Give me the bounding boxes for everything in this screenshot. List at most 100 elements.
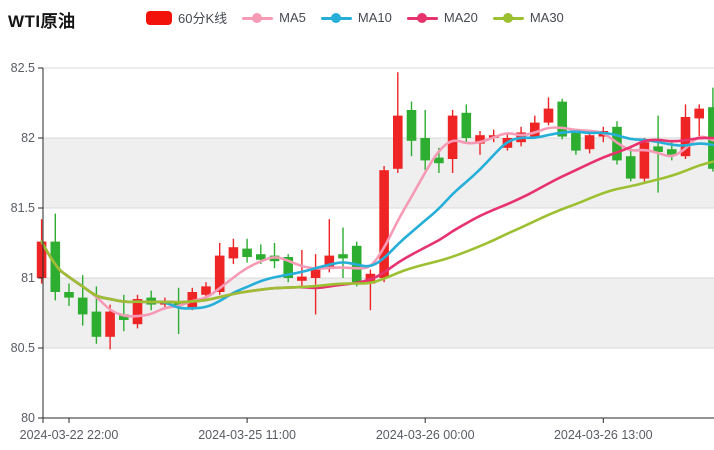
candle-body xyxy=(393,115,403,169)
candle[interactable] xyxy=(543,97,554,126)
candle-body xyxy=(420,138,430,161)
page-title: WTI原油 xyxy=(8,12,76,31)
x-axis-label: 2024-03-22 22:00 xyxy=(20,428,119,442)
candle-body xyxy=(283,257,293,278)
candle-body xyxy=(105,311,115,337)
candle-body xyxy=(461,112,472,138)
ma-dot-glyph xyxy=(252,12,263,23)
x-axis-label: 2024-03-26 13:00 xyxy=(554,428,653,442)
candle-body xyxy=(324,255,335,267)
candle[interactable] xyxy=(64,283,74,306)
candle[interactable] xyxy=(393,72,403,173)
candle-body xyxy=(557,101,567,137)
x-axis-label: 2024-03-25 11:00 xyxy=(198,428,296,442)
ma10-marker-icon xyxy=(320,11,352,25)
candle-body xyxy=(475,135,485,144)
candle-body xyxy=(543,108,554,123)
legend-item-kline[interactable]: 60分K线 xyxy=(146,8,227,27)
candle[interactable] xyxy=(310,254,321,315)
legend-item-label: MA30 xyxy=(529,10,564,25)
candle[interactable] xyxy=(379,166,389,283)
candle-body xyxy=(571,132,581,151)
candle[interactable] xyxy=(201,282,211,298)
candle-body xyxy=(132,299,143,325)
candle[interactable] xyxy=(242,238,252,263)
candle-body xyxy=(119,314,129,320)
candle[interactable] xyxy=(283,254,293,283)
ma30-marker-icon xyxy=(492,11,524,25)
candle-body xyxy=(297,276,307,281)
candle[interactable] xyxy=(694,104,704,138)
chart-legend: 60分K线 MA5 MA10 MA20 MA30 xyxy=(146,8,564,27)
legend-item-label: 60分K线 xyxy=(178,11,228,26)
kline-swatch-icon xyxy=(146,10,172,25)
y-axis-label: 80 xyxy=(21,411,35,425)
candle[interactable] xyxy=(571,129,581,155)
candle[interactable] xyxy=(269,243,280,269)
candle-body xyxy=(667,149,677,155)
candle-body xyxy=(91,311,102,337)
candle[interactable] xyxy=(338,227,348,278)
candle-body xyxy=(447,115,458,159)
candle[interactable] xyxy=(77,275,88,326)
candle[interactable] xyxy=(297,250,307,287)
candle-body xyxy=(653,146,663,152)
y-axis-label: 82.5 xyxy=(11,61,35,75)
candle-body xyxy=(338,254,348,259)
candle[interactable] xyxy=(132,294,143,329)
legend-item-ma10[interactable]: MA10 xyxy=(320,10,392,25)
chart-header: WTI原油 60分K线 MA5 MA10 MA20 MA30 xyxy=(0,0,714,34)
candle[interactable] xyxy=(36,219,47,284)
y-axis-label: 80.5 xyxy=(11,341,35,355)
candle-body xyxy=(77,297,88,315)
legend-item-label: MA10 xyxy=(357,10,392,25)
candle[interactable] xyxy=(50,213,61,301)
candle-body xyxy=(680,117,691,157)
candle-body xyxy=(310,268,321,278)
candle[interactable] xyxy=(584,132,595,154)
background-band xyxy=(43,138,714,208)
candle-body xyxy=(242,248,252,257)
candle[interactable] xyxy=(461,104,472,144)
candle-body xyxy=(228,247,239,259)
candle[interactable] xyxy=(173,287,184,334)
candle-body xyxy=(434,157,444,164)
candle-body xyxy=(64,292,74,298)
candle[interactable] xyxy=(639,138,650,182)
legend-item-label: MA5 xyxy=(279,10,306,25)
y-axis-label: 82 xyxy=(21,131,35,145)
y-axis-label: 81.5 xyxy=(11,201,35,215)
candle-body xyxy=(50,241,61,292)
ma5-marker-icon xyxy=(242,11,274,25)
legend-item-ma20[interactable]: MA20 xyxy=(406,10,478,25)
legend-item-ma5[interactable]: MA5 xyxy=(242,10,306,25)
ma20-marker-icon xyxy=(406,11,438,25)
candle-body xyxy=(36,241,47,278)
legend-item-ma30[interactable]: MA30 xyxy=(492,10,564,25)
candle-body xyxy=(214,255,225,292)
candle[interactable] xyxy=(406,101,417,157)
candle[interactable] xyxy=(530,115,540,138)
candle[interactable] xyxy=(708,87,714,172)
legend-item-label: MA20 xyxy=(443,10,478,25)
background-band xyxy=(43,278,714,348)
ma-line-ma30 xyxy=(40,160,714,304)
candle-body xyxy=(694,108,704,119)
y-axis-label: 81 xyxy=(21,271,35,285)
candle-body xyxy=(187,292,198,308)
candle-body xyxy=(584,135,595,150)
candle[interactable] xyxy=(625,146,636,182)
candle-body xyxy=(256,254,266,260)
ma-dot-glyph xyxy=(416,12,427,23)
candle-body xyxy=(173,301,184,306)
candle[interactable] xyxy=(214,243,225,295)
candle-body xyxy=(379,170,389,278)
candle[interactable] xyxy=(228,238,239,264)
candle-body xyxy=(530,122,540,137)
candle[interactable] xyxy=(187,287,198,311)
candle[interactable] xyxy=(105,304,115,350)
ma-dot-glyph xyxy=(502,12,513,23)
candle[interactable] xyxy=(420,110,430,171)
